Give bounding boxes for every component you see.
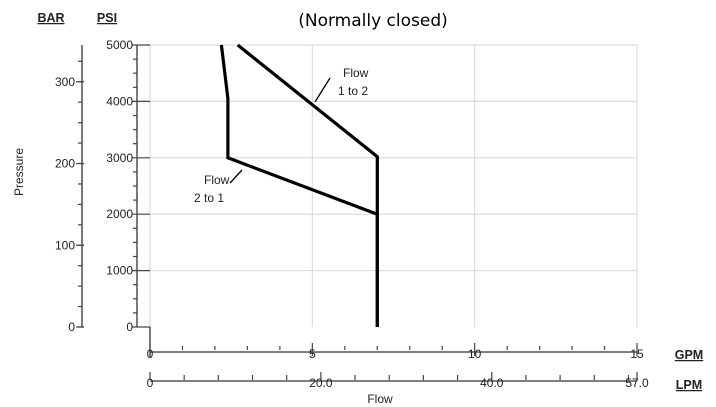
lpm-tick-label: 20.0 [309,376,333,390]
bar-tick-label: 0 [68,320,75,334]
labels-layer: Flow 1 to 2 Flow 2 to 1 [194,66,369,205]
bar-tick-label: 300 [55,75,75,89]
psi-unit-label: PSI [97,11,117,25]
gpm-unit-label: GPM [675,348,703,362]
lpm-tick-label: 57.0 [625,376,649,390]
annotation-flow-2-to-1: Flow [204,173,230,187]
lpm-tick-label: 0 [147,376,154,390]
bar-tick-label: 200 [55,157,75,171]
annotation-flow-1-to-2: 1 to 2 [338,84,368,98]
leader-line-flow-1-to-2 [314,77,331,103]
curves-layer [219,43,379,327]
psi-tick-label: 5000 [106,38,133,52]
y-axis-title: Pressure [12,148,26,196]
annotation-flow-2-to-1: 2 to 1 [194,191,224,205]
psi-tick-label: 3000 [106,151,133,165]
series-line-flow-2-to-1 [219,44,379,327]
annotation-flow-1-to-2: Flow [343,66,369,80]
psi-tick-label: 2000 [106,207,133,221]
lpm-tick-label: 40.0 [480,376,504,390]
bar-tick-label: 100 [55,238,75,252]
bar-unit-label: BAR [37,11,64,25]
psi-tick-label: 0 [126,320,133,334]
psi-tick-label: 1000 [106,264,133,278]
gpm-tick-label: 5 [309,347,316,361]
gpm-tick-label: 10 [468,347,482,361]
leader-line-flow-2-to-1 [229,169,243,184]
x-axis-title: Flow [367,392,393,406]
gpm-tick-label: 0 [147,347,154,361]
lpm-unit-label: LPM [676,378,702,392]
chart-title: (Normally closed) [298,11,448,31]
gpm-tick-label: 15 [630,347,644,361]
psi-tick-label: 4000 [106,94,133,108]
